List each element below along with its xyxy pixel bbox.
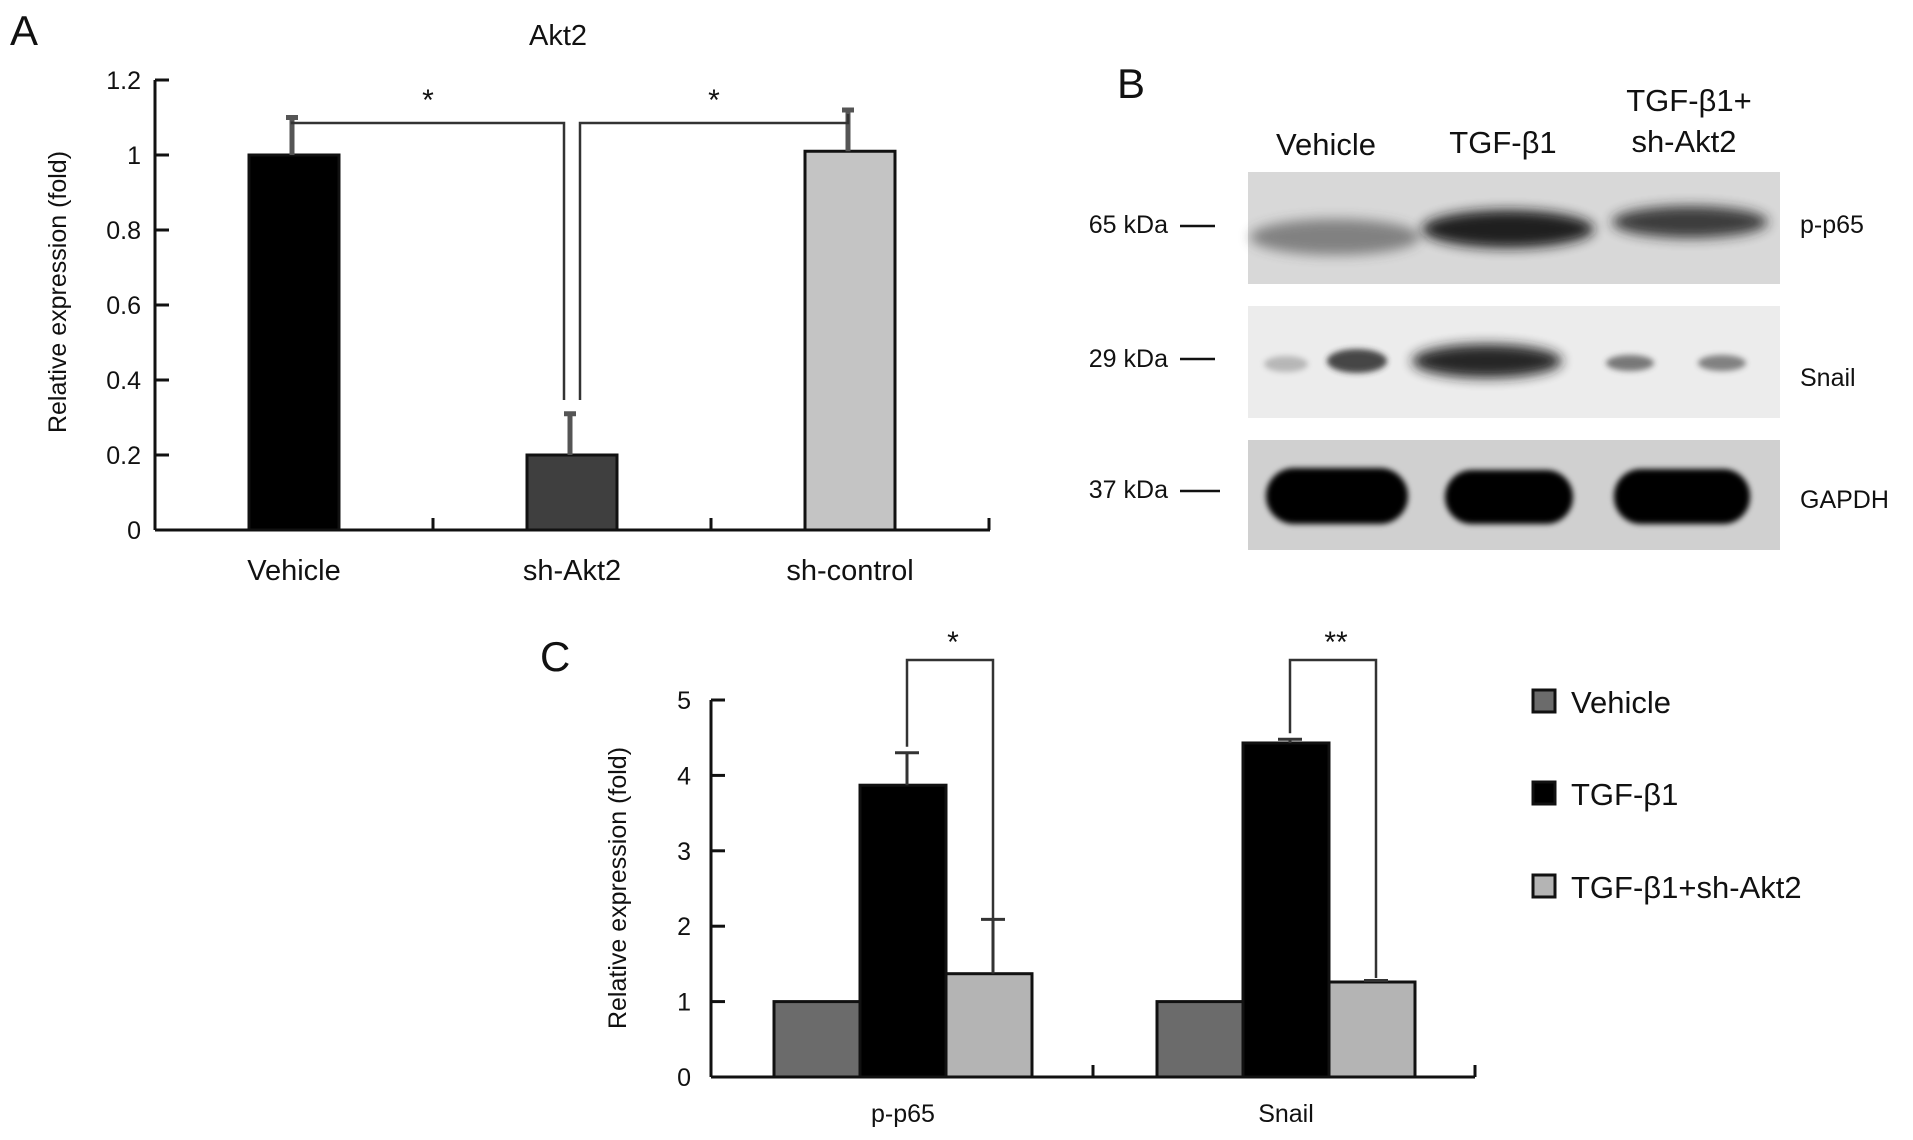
blot-band-gapdh-tgf	[1445, 470, 1573, 524]
panel-letter-c: C	[540, 633, 570, 680]
blot-marker-gapdh: 37 kDa	[1089, 476, 1168, 504]
blot-lane-vehicle: Vehicle	[1276, 127, 1376, 162]
blot-band-snail-tgf	[1412, 344, 1562, 378]
chart-c-bars	[772, 737, 1417, 1079]
chart-c-bar	[772, 1000, 862, 1079]
chart-c-significance-bracket	[905, 658, 995, 970]
panel-letter-a: A	[10, 7, 38, 54]
blot-protein-p-p65: p-p65	[1800, 211, 1864, 239]
chart-a-y-tick-label: 0.8	[106, 217, 141, 245]
chart-a-title: Akt2	[529, 20, 587, 52]
chart-a-bar	[525, 453, 619, 532]
chart-a-category-label: sh-Akt2	[523, 555, 621, 587]
blot-row-p-p65: 65 kDa p-p65	[1089, 172, 1864, 284]
chart-c-bar	[1155, 1000, 1245, 1079]
chart-a-y-tick-label: 0.6	[106, 292, 141, 320]
chart-c-significance-label: **	[1324, 626, 1348, 659]
blot-band-p-p65-tgf-sh	[1612, 206, 1768, 238]
chart-c-y-tick-label: 5	[677, 687, 691, 715]
chart-a-significance-label: *	[708, 84, 720, 117]
chart-c-legend-swatch	[1531, 873, 1557, 899]
blot-protein-snail: Snail	[1800, 364, 1856, 392]
chart-a-y-tick-label: 0	[127, 517, 141, 545]
chart-c-bar	[1241, 741, 1331, 1079]
chart-a-bar	[803, 149, 897, 532]
blot-band-snail-tgf-sh-a	[1606, 355, 1654, 371]
chart-c-significance-bracket	[1288, 658, 1378, 978]
chart-c-y-tick-label: 3	[677, 838, 691, 866]
chart-c-category-label: p-p65	[871, 1100, 935, 1128]
chart-a-significance-bracket	[290, 121, 566, 400]
chart-a-category-label: sh-control	[786, 555, 913, 587]
blot-row-snail: 29 kDa Snail	[1089, 306, 1856, 418]
chart-c: Relative expression (fold) 0 1 2 3 4 5 p-p65 Sn…	[604, 626, 1802, 1128]
chart-a-ylabel: Relative expression (fold)	[44, 151, 72, 433]
chart-c-ylabel: Relative expression (fold)	[604, 747, 632, 1029]
chart-a-y-tick-label: 1.2	[106, 67, 141, 95]
blot-band-gapdh-vehicle	[1266, 468, 1408, 524]
chart-a-y-tick-label: 0.4	[106, 367, 141, 395]
chart-a-significance-bracket	[578, 114, 850, 400]
blot-marker-p-p65: 65 kDa	[1089, 211, 1168, 239]
chart-c-bar	[1327, 980, 1417, 1079]
chart-a-category-label: Vehicle	[247, 555, 341, 587]
blot-band-snail-vehicle-a	[1264, 356, 1308, 372]
blot-protein-gapdh: GAPDH	[1800, 486, 1889, 514]
chart-c-y-tick-label: 4	[677, 762, 691, 790]
blot-band-gapdh-tgf-sh	[1614, 469, 1750, 524]
chart-c-y-tick-label: 1	[677, 989, 691, 1017]
blot-lane-tgf-sh-line2: sh-Akt2	[1631, 124, 1736, 159]
blot-band-p-p65-tgf	[1422, 210, 1594, 248]
blot-lane-tgf: TGF-β1	[1449, 125, 1556, 160]
chart-c-bar	[944, 972, 1034, 1079]
chart-c-legend-label: Vehicle	[1571, 685, 1671, 720]
blot-band-snail-tgf-sh-b	[1698, 355, 1746, 371]
chart-c-y-tick-label: 2	[677, 913, 691, 941]
blot-band-snail-vehicle-b	[1327, 349, 1387, 373]
chart-a-bars	[247, 107, 897, 532]
chart-c-legend-label: TGF-β1	[1571, 777, 1678, 812]
chart-c-legend-swatch	[1531, 688, 1557, 714]
blot-row-gapdh: 37 kDa GAPDH	[1089, 440, 1889, 550]
chart-a: Akt2 Relative expression (fold) 0 0.2 0.4 0…	[44, 20, 991, 587]
western-blot: Vehicle TGF-β1 TGF-β1+ sh-Akt2 65 kDa p-…	[1089, 83, 1889, 550]
chart-c-category-label: Snail	[1258, 1100, 1314, 1128]
blot-band-p-p65-vehicle	[1250, 219, 1420, 255]
chart-c-legend-swatch	[1531, 780, 1557, 806]
blot-marker-snail: 29 kDa	[1089, 345, 1168, 373]
chart-a-y-tick-label: 1	[127, 142, 141, 170]
chart-c-significance-label: *	[947, 626, 959, 659]
panel-letter-b: B	[1117, 60, 1145, 107]
chart-c-y-tick-label: 0	[677, 1064, 691, 1092]
chart-c-legend-label: TGF-β1+sh-Akt2	[1571, 870, 1802, 905]
blot-lane-tgf-sh-line1: TGF-β1+	[1626, 83, 1751, 118]
chart-c-legend: Vehicle TGF-β1 TGF-β1+sh-Akt2	[1531, 685, 1802, 905]
chart-a-significance: * *	[290, 84, 850, 400]
chart-c-significance: * **	[905, 626, 1378, 978]
chart-a-significance-label: *	[422, 84, 434, 117]
chart-a-y-tick-label: 0.2	[106, 442, 141, 470]
chart-a-bar	[247, 153, 341, 532]
chart-c-bar	[858, 783, 948, 1079]
